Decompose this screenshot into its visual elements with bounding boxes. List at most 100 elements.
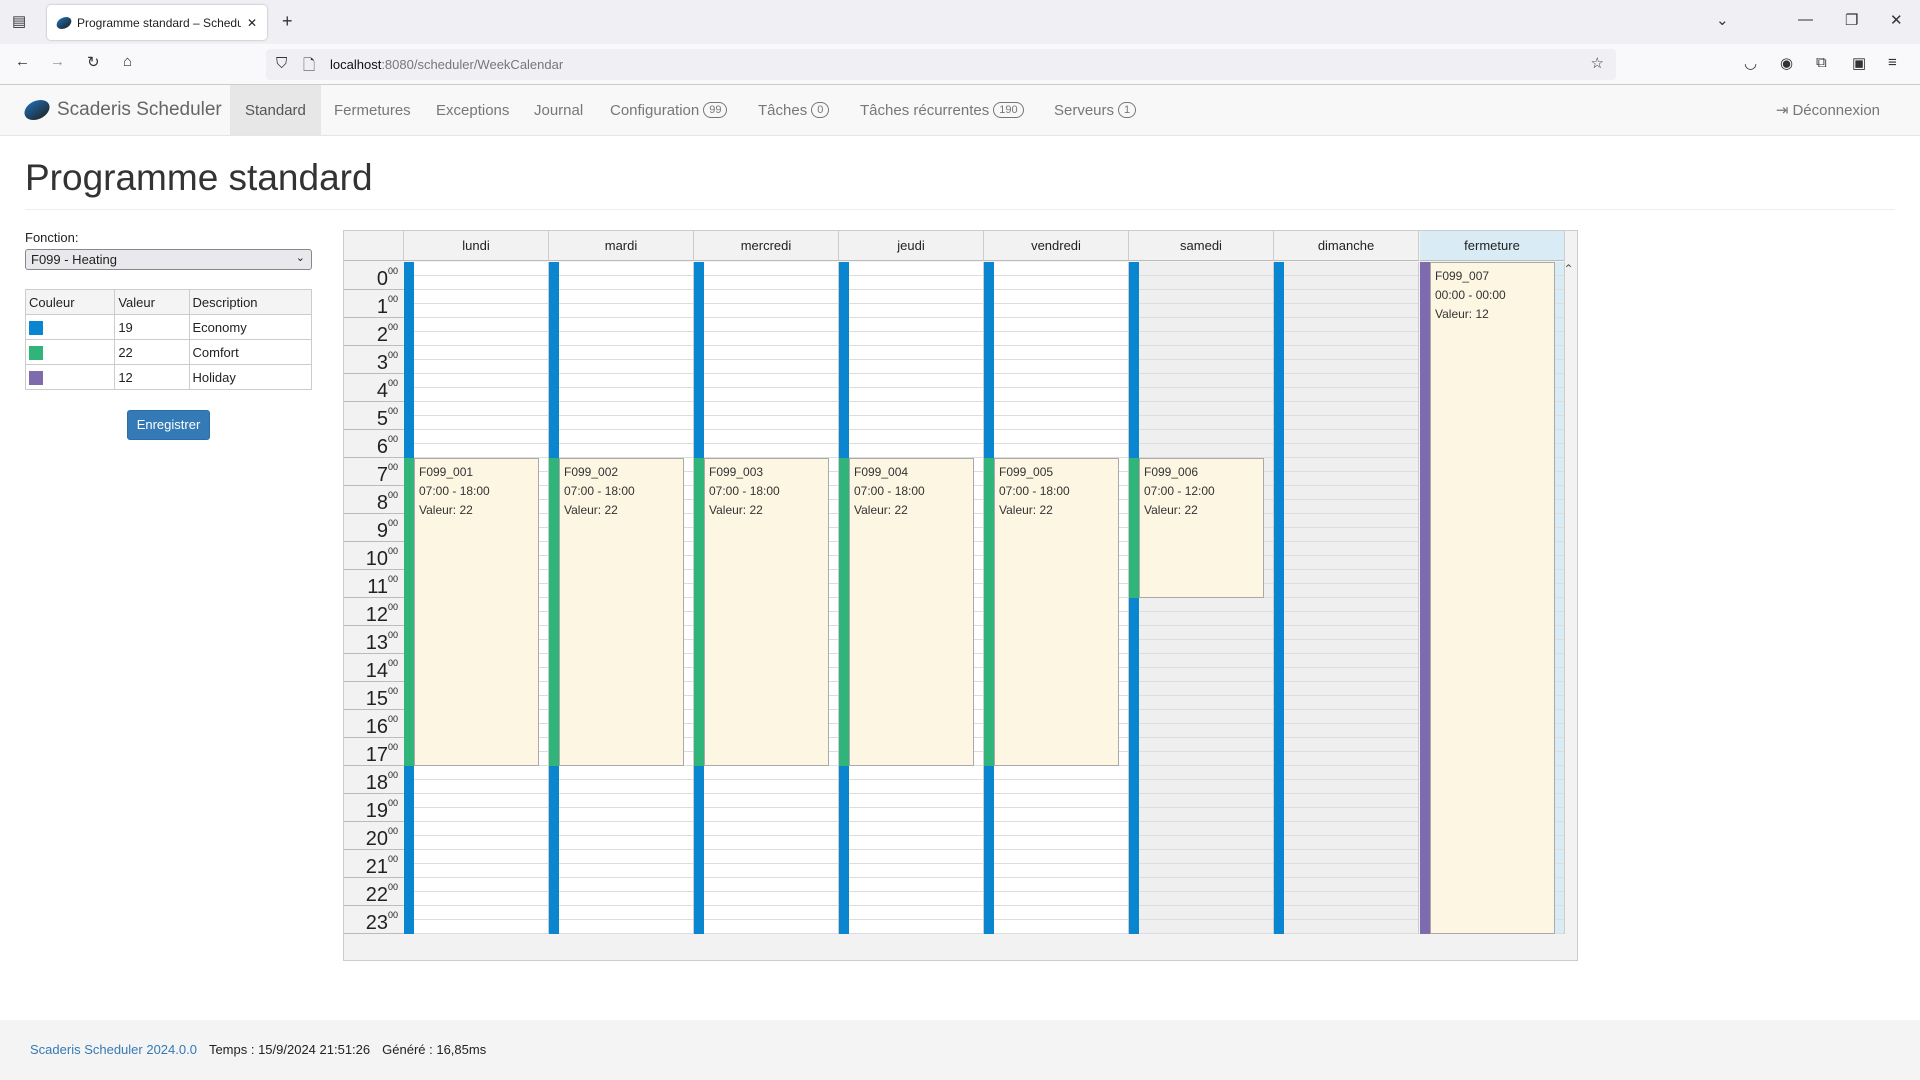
- hour-value: 0: [376, 268, 388, 290]
- day-column-dimanche[interactable]: [1274, 262, 1419, 934]
- value-bar: [1274, 262, 1284, 934]
- bookmark-star-icon[interactable]: ☆: [1590, 55, 1604, 72]
- hour-value: 5: [376, 408, 388, 430]
- day-header-lundi: lundi: [404, 231, 549, 261]
- minute-value: 00: [387, 882, 398, 892]
- schedule-event[interactable]: F099_007 00:00 - 00:00 Valeur: 12: [1430, 262, 1555, 934]
- schedule-event[interactable]: F099_004 07:00 - 18:00 Valeur: 22: [849, 458, 974, 766]
- day-column-mercredi[interactable]: [694, 262, 839, 934]
- count-badge: 99: [703, 102, 728, 118]
- tab-title: Programme standard – Scheduler: [77, 15, 241, 30]
- scroll-down-icon[interactable]: ⌄: [1563, 952, 1574, 961]
- hour-value: 4: [376, 380, 388, 402]
- minute-value: 00: [387, 630, 398, 640]
- value-bar: [694, 262, 704, 458]
- value-bar: [839, 766, 849, 934]
- reload-icon[interactable]: ↻: [87, 54, 100, 71]
- pocket-icon[interactable]: ◡: [1744, 55, 1758, 72]
- value-cell: 19: [114, 314, 190, 340]
- nav-item-journal[interactable]: Journal: [519, 85, 598, 135]
- hour-label: 200: [344, 318, 404, 346]
- value-bar: [549, 458, 559, 766]
- hour-value: 20: [365, 828, 388, 850]
- minimize-icon[interactable]: —: [1798, 11, 1813, 28]
- minute-value: 00: [387, 462, 398, 472]
- week-calendar: ⌃ ⌄ 000 100 200 300 400 500 600 700 800 900 1000 110…: [343, 230, 1578, 961]
- hour-label: 1900: [344, 794, 404, 822]
- forward-icon[interactable]: →: [50, 53, 65, 70]
- home-icon[interactable]: ⌂: [123, 53, 133, 70]
- brand[interactable]: Scaderis Scheduler: [21, 99, 222, 121]
- day-column-samedi[interactable]: [1129, 262, 1274, 934]
- minute-value: 00: [387, 546, 398, 556]
- event-id: F099_005: [999, 465, 1054, 479]
- close-tab-icon[interactable]: ✕: [246, 15, 257, 30]
- tab-list-icon[interactable]: ▤: [12, 13, 27, 30]
- scrollbar[interactable]: ⌃ ⌄: [1560, 262, 1577, 960]
- value-bar: [839, 262, 849, 458]
- time-header: [344, 231, 404, 261]
- menu-icon[interactable]: ≡: [1888, 54, 1897, 71]
- logout-link[interactable]: ⇥ Déconnexion: [1761, 85, 1895, 135]
- schedule-event[interactable]: F099_005 07:00 - 18:00 Valeur: 22: [994, 458, 1119, 766]
- event-time: 07:00 - 18:00: [419, 484, 490, 498]
- close-window-icon[interactable]: ✕: [1890, 12, 1903, 29]
- nav-item-standard[interactable]: Standard: [230, 85, 321, 135]
- event-time: 07:00 - 18:00: [709, 484, 780, 498]
- color-swatch: [29, 345, 43, 360]
- hour-value: 14: [365, 660, 388, 682]
- save-button[interactable]: Enregistrer: [127, 410, 210, 440]
- hour-value: 18: [365, 772, 388, 794]
- hour-label: 1100: [344, 570, 404, 598]
- minute-value: 00: [387, 378, 398, 388]
- translate-icon[interactable]: ▣: [1852, 55, 1867, 72]
- nav-item-configuration[interactable]: Configuration 99: [595, 85, 742, 135]
- hour-label: 900: [344, 514, 404, 542]
- hour-label: 2000: [344, 822, 404, 850]
- hour-value: 2: [376, 324, 388, 346]
- hour-value: 9: [376, 520, 388, 542]
- logout-label: Déconnexion: [1792, 101, 1880, 119]
- description-cell: Comfort: [188, 339, 312, 365]
- hour-label: 1600: [344, 710, 404, 738]
- minute-value: 00: [387, 322, 398, 332]
- nav-label: Tâches: [758, 101, 808, 119]
- back-icon[interactable]: ←: [15, 53, 30, 70]
- browser-toolbar: ← → ↻ ⌂ ⛉ 🗋 localhost:8080/scheduler/Wee…: [0, 44, 1920, 85]
- restore-icon[interactable]: ❐: [1845, 12, 1859, 29]
- shield-icon[interactable]: ⛉: [276, 55, 288, 72]
- url-bar[interactable]: ⛉ 🗋 localhost:8080/scheduler/WeekCalenda…: [266, 49, 1616, 80]
- hour-value: 16: [365, 716, 388, 738]
- generation-time: Généré : 16,85ms: [382, 1042, 487, 1057]
- nav-item-serveurs[interactable]: Serveurs 1: [1039, 85, 1151, 135]
- nav-item-exceptions[interactable]: Exceptions: [421, 85, 524, 135]
- color-swatch: [29, 370, 43, 385]
- app-navbar: Scaderis Scheduler Standard Fermetures Exc…: [0, 85, 1920, 136]
- nav-label: Exceptions: [436, 101, 510, 119]
- hour-value: 8: [376, 492, 388, 514]
- hour-label: 300: [344, 346, 404, 374]
- schedule-event[interactable]: F099_002 07:00 - 18:00 Valeur: 22: [559, 458, 684, 766]
- schedule-event[interactable]: F099_001 07:00 - 18:00 Valeur: 22: [414, 458, 539, 766]
- extensions-icon[interactable]: ⧉: [1816, 54, 1827, 71]
- legend-row: 19 Economy: [24, 314, 312, 340]
- new-tab-icon[interactable]: +: [282, 11, 293, 31]
- value-cell: 22: [114, 339, 190, 365]
- account-icon[interactable]: ◉: [1780, 55, 1794, 72]
- color-cell: [24, 339, 116, 365]
- schedule-event[interactable]: F099_006 07:00 - 12:00 Valeur: 22: [1139, 458, 1264, 598]
- browser-tab[interactable]: Programme standard – Scheduler ✕: [47, 5, 267, 40]
- col-header: Couleur: [24, 289, 116, 315]
- chevron-down-icon[interactable]: ⌄: [1716, 12, 1729, 29]
- scroll-up-icon[interactable]: ⌃: [1563, 262, 1574, 276]
- version-link[interactable]: Scaderis Scheduler 2024.0.0: [30, 1042, 197, 1057]
- schedule-event[interactable]: F099_003 07:00 - 18:00 Valeur: 22: [704, 458, 829, 766]
- function-select[interactable]: F099 - Heating ⌄: [25, 249, 312, 270]
- nav-item-fermetures[interactable]: Fermetures: [319, 85, 426, 135]
- hour-label: 1800: [344, 766, 404, 794]
- nav-item-t-ches[interactable]: Tâches 0: [743, 85, 844, 135]
- minute-value: 00: [387, 294, 398, 304]
- nav-item-t-ches-r-currentes[interactable]: Tâches récurrentes 190: [845, 85, 1039, 135]
- event-id: F099_001: [419, 465, 474, 479]
- description-cell: Holiday: [188, 364, 312, 390]
